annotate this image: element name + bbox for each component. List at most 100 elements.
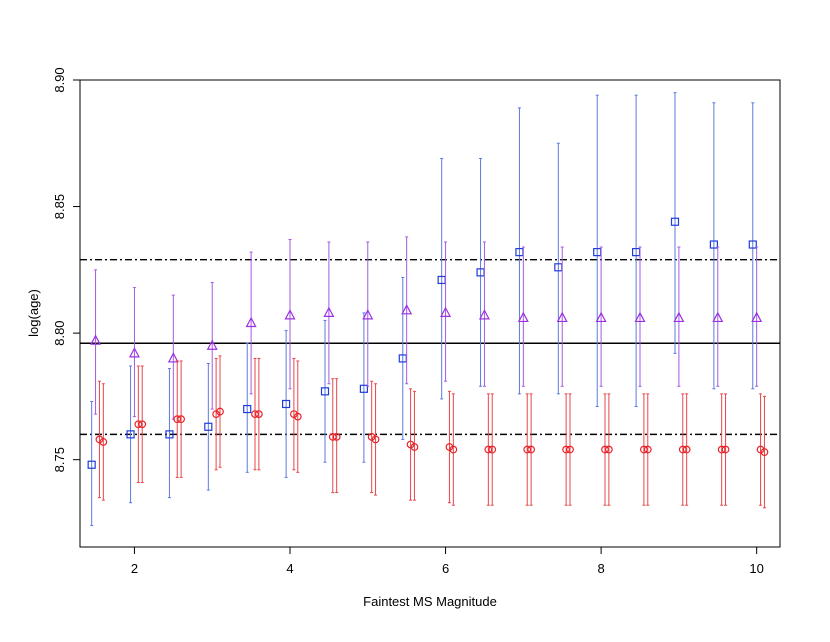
data-point-square-8 — [359, 312, 368, 463]
data-point-square-12 — [515, 107, 524, 395]
y-tick-label: 8.75 — [52, 447, 67, 472]
circle-marker — [449, 445, 458, 454]
circle-marker — [639, 445, 648, 454]
data-point-circle-16 — [371, 383, 380, 496]
triangle-marker — [673, 311, 685, 323]
data-point-circle-4 — [138, 365, 147, 483]
data-point-circle-2 — [99, 383, 108, 501]
circle-marker — [488, 445, 497, 454]
data-point-triangle-15 — [634, 246, 646, 387]
data-point-circle-15 — [367, 380, 376, 494]
triangle-marker — [245, 316, 257, 328]
circle-marker — [138, 420, 147, 429]
x-tick-label: 6 — [442, 561, 449, 576]
data-point-circle-32 — [682, 393, 691, 506]
data-point-square-17 — [709, 102, 718, 390]
circle-marker — [678, 445, 687, 454]
data-point-square-11 — [476, 157, 485, 387]
circle-marker — [251, 410, 259, 419]
circle-marker — [406, 440, 415, 449]
data-point-circle-13 — [328, 378, 337, 494]
triangle-marker — [128, 347, 140, 358]
circle-marker — [212, 410, 221, 419]
circle-marker — [445, 443, 454, 451]
circle-marker — [95, 435, 104, 444]
data-point-circle-20 — [449, 393, 458, 506]
circle-marker — [134, 420, 143, 429]
square-marker — [282, 399, 291, 409]
data-point-square-13 — [554, 142, 563, 395]
circle-marker — [682, 445, 691, 454]
data-point-circle-26 — [566, 393, 574, 506]
triangle-marker — [401, 304, 413, 315]
square-marker — [87, 460, 96, 469]
circle-marker — [293, 412, 302, 421]
x-tick-label: 4 — [286, 561, 293, 576]
x-axis-title: Faintest MS Magnitude — [363, 594, 497, 609]
data-point-square-14 — [593, 94, 602, 408]
data-point-square-16 — [670, 92, 680, 354]
triangle-marker — [362, 309, 374, 320]
triangle-marker — [556, 311, 568, 323]
circle-marker — [604, 445, 613, 454]
x-tick-label: 2 — [131, 561, 138, 576]
data-point-triangle-9 — [401, 236, 413, 385]
square-marker — [126, 430, 135, 439]
data-point-circle-34 — [721, 393, 730, 506]
data-point-triangle-6 — [284, 238, 296, 390]
circle-marker — [328, 432, 337, 441]
circle-marker — [721, 445, 730, 454]
circle-marker — [566, 445, 574, 454]
circle-marker — [410, 443, 419, 451]
data-point-square-9 — [398, 276, 407, 440]
triangle-marker — [167, 352, 179, 363]
triangle-marker — [323, 306, 335, 317]
data-point-square-10 — [437, 157, 446, 400]
data-point-triangle-11 — [478, 241, 490, 387]
data-point-circle-8 — [216, 355, 224, 468]
data-point-circle-19 — [445, 390, 454, 504]
data-point-triangle-17 — [712, 246, 724, 387]
data-point-circle-12 — [293, 360, 302, 473]
data-point-circle-22 — [488, 393, 497, 506]
y-tick-label: 8.90 — [52, 67, 67, 92]
data-point-triangle-3 — [167, 294, 179, 420]
data-point-triangle-16 — [673, 246, 685, 387]
data-point-triangle-18 — [751, 246, 763, 387]
square-marker — [243, 404, 252, 414]
circle-marker — [216, 407, 224, 416]
data-point-circle-7 — [212, 357, 221, 471]
data-point-circle-36 — [760, 395, 769, 509]
triangle-marker — [284, 309, 296, 320]
data-point-square-5 — [243, 342, 252, 473]
data-point-circle-1 — [95, 380, 104, 499]
square-marker — [204, 422, 213, 431]
triangle-marker — [712, 311, 724, 323]
circle-marker — [371, 435, 380, 444]
x-tick-label: 8 — [597, 561, 604, 576]
square-marker — [165, 430, 174, 439]
data-point-circle-18 — [410, 390, 419, 501]
circle-marker — [177, 415, 186, 424]
circle-marker — [760, 448, 769, 456]
circle-marker — [562, 445, 571, 454]
circle-marker — [523, 445, 532, 454]
circle-marker — [527, 445, 536, 454]
circle-marker — [289, 410, 298, 419]
square-marker — [359, 384, 368, 393]
data-point-triangle-2 — [128, 287, 140, 418]
circle-marker — [367, 432, 376, 441]
data-point-square-4 — [204, 362, 213, 491]
triangle-marker — [90, 334, 102, 345]
triangle-marker — [517, 311, 529, 323]
x-axis: 2 4 6 8 10 — [131, 546, 764, 576]
circle-marker — [643, 445, 652, 454]
data-point-circle-17 — [406, 388, 415, 501]
data-point-square-1 — [87, 400, 96, 526]
data-point-triangle-14 — [595, 246, 607, 387]
data-point-circle-28 — [604, 393, 613, 506]
data-point-square-7 — [320, 319, 330, 463]
square-marker — [320, 387, 330, 396]
triangle-marker — [634, 311, 646, 323]
triangle-marker — [478, 309, 490, 320]
